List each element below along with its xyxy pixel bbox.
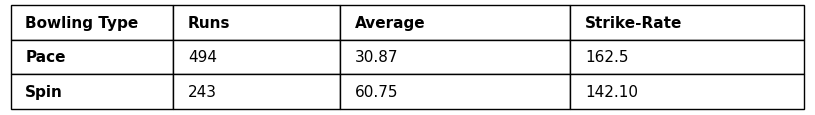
Bar [11,6,174,40]
Bar [174,6,340,40]
Bar [570,75,804,109]
Text: 494: 494 [188,50,217,65]
Bar [11,40,174,75]
Text: Strike-Rate: Strike-Rate [585,16,682,31]
Bar [340,6,570,40]
Text: 142.10: 142.10 [585,84,638,99]
Text: Bowling Type: Bowling Type [25,16,139,31]
Bar [340,40,570,75]
Text: Spin: Spin [25,84,63,99]
Text: Pace: Pace [25,50,66,65]
Text: Runs: Runs [188,16,231,31]
Text: Average: Average [355,16,425,31]
Text: 243: 243 [188,84,217,99]
Bar [570,6,804,40]
Bar [174,40,340,75]
Bar [174,75,340,109]
Text: 162.5: 162.5 [585,50,628,65]
Bar [340,75,570,109]
Text: 60.75: 60.75 [355,84,399,99]
Text: 30.87: 30.87 [355,50,399,65]
Bar [570,40,804,75]
Bar [11,75,174,109]
